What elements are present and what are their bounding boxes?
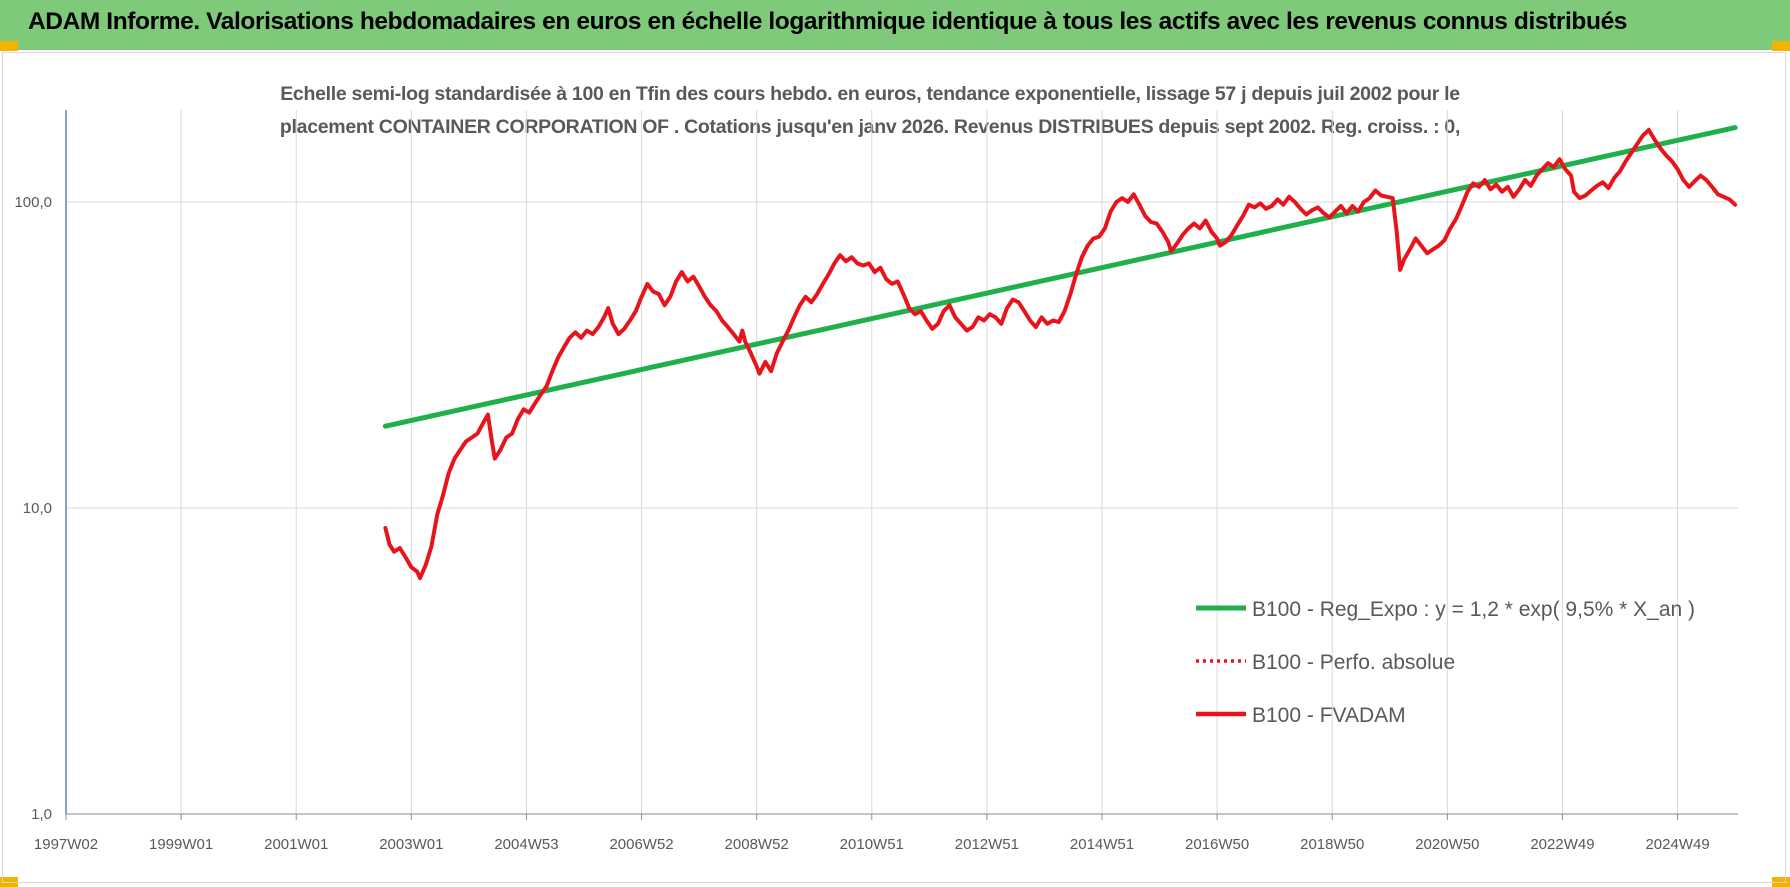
series-fvadam-line	[383, 127, 1738, 581]
chart-frame	[2, 52, 1786, 883]
x-tick-label: 2018W50	[1300, 836, 1364, 853]
x-tick-label: 2006W52	[609, 836, 673, 853]
x-tick-label: 2012W51	[955, 836, 1019, 853]
x-tick-label: 2004W53	[494, 836, 558, 853]
x-tick-label: 2010W51	[840, 836, 904, 853]
chart-subtitle: Echelle semi-log standardisée à 100 en T…	[200, 78, 1540, 144]
x-tick-label: 2024W49	[1645, 836, 1709, 853]
legend-label-fvadam-line: B100 - FVADAM	[1252, 704, 1406, 727]
report-title: ADAM Informe. Valorisations hebdomadaire…	[28, 8, 1628, 35]
corner-marker-top-right	[1772, 41, 1790, 51]
grid-layer	[65, 110, 1738, 815]
y-tick-label: 10,0	[23, 500, 52, 517]
corner-marker-top-left	[0, 41, 18, 51]
x-tick-label: 2020W50	[1415, 836, 1479, 853]
legend: B100 - Reg_Expo : y = 1,2 * exp( 9,5% * …	[1196, 598, 1695, 727]
x-tick-label: 1999W01	[149, 836, 213, 853]
x-tick-label: 2003W01	[379, 836, 443, 853]
header-banner: ADAM Informe. Valorisations hebdomadaire…	[0, 0, 1790, 50]
x-tick-label: 2016W50	[1185, 836, 1249, 853]
chart-subtitle-line2: placement CONTAINER CORPORATION OF . Cot…	[279, 116, 1461, 138]
x-tick-label: 2014W51	[1070, 836, 1134, 853]
y-tick-label: 100,0	[14, 194, 52, 211]
x-tick-label: 2022W49	[1530, 836, 1594, 853]
legend-label-perfo-absolue-line: B100 - Perfo. absolue	[1252, 651, 1455, 674]
x-tick-label: 2001W01	[264, 836, 328, 853]
legend-label-trend-line: B100 - Reg_Expo : y = 1,2 * exp( 9,5% * …	[1252, 598, 1695, 621]
x-tick-label: 1997W02	[34, 836, 98, 853]
series-layer	[382, 125, 1738, 581]
axis-layer: 1997W02 1999W01 2001W01 2003W01 2004W53 2006W…	[14, 110, 1738, 853]
series-trend-line	[382, 125, 1738, 429]
chart-subtitle-line1: Echelle semi-log standardisée à 100 en T…	[280, 83, 1460, 105]
y-tick-label: 1,0	[31, 806, 52, 823]
x-tick-label: 2008W52	[725, 836, 789, 853]
